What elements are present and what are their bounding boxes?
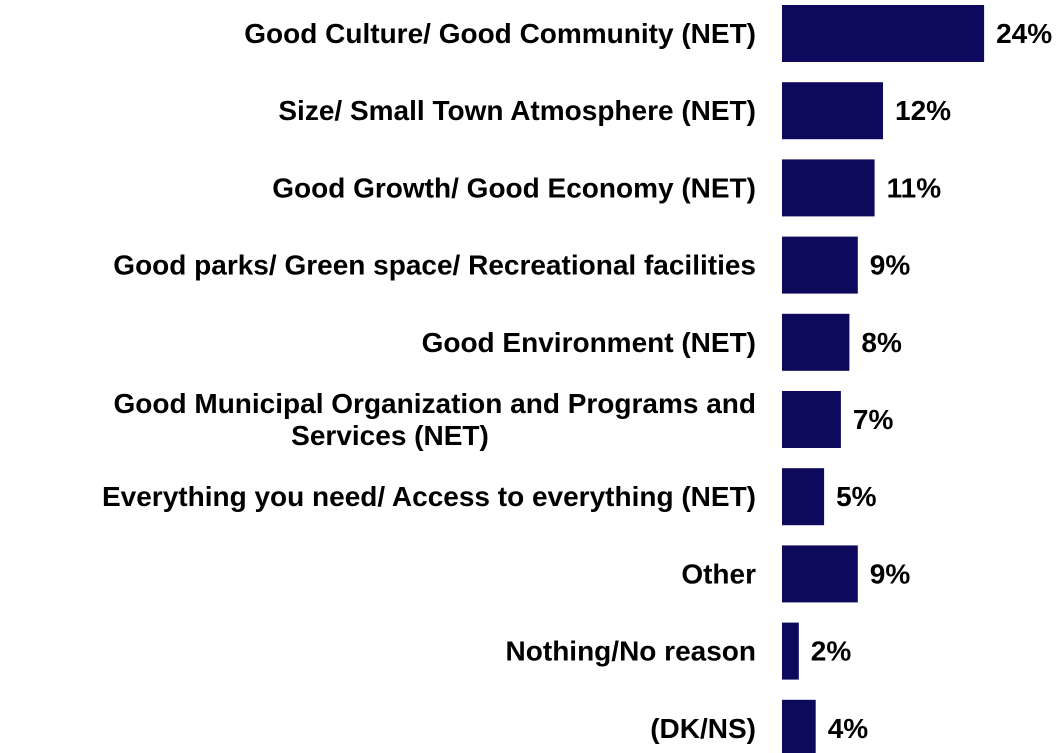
value-label: 9% [870,250,911,281]
value-label: 4% [828,713,869,744]
bar [782,468,825,526]
bar [782,545,858,603]
bar [782,159,875,217]
category-label: Nothing/No reason [506,636,756,667]
value-label: 9% [870,558,911,589]
bar [782,622,799,680]
value-label: 11% [887,172,942,203]
category-label: Size/ Small Town Atmosphere (NET) [278,95,756,126]
value-label: 2% [811,636,852,667]
value-label: 5% [836,481,877,512]
category-label: Good Municipal Organization and Programs… [114,388,757,451]
category-label: Everything you need/ Access to everythin… [102,481,756,512]
category-label-line: Good Municipal Organization and Programs… [114,388,757,419]
value-label: 12% [895,95,951,126]
category-labels: Good Culture/ Good Community (NET) Size/ … [102,18,756,744]
category-label: Good Culture/ Good Community (NET) [244,18,756,49]
category-label: (DK/NS) [650,713,756,744]
bar [782,699,816,753]
bar [782,5,985,62]
bars [782,5,985,753]
value-label: 24% [996,18,1052,49]
bar [782,82,883,140]
bar [782,391,841,448]
bar [782,236,858,294]
value-label: 7% [853,404,894,435]
category-label-line: Services (NET) [291,420,489,451]
category-label: Good Growth/ Good Economy (NET) [272,172,756,203]
value-label: 8% [861,327,902,358]
category-label: Good Environment (NET) [422,327,756,358]
category-label: Other [681,558,756,589]
category-label: Good parks/ Green space/ Recreational fa… [113,250,756,281]
value-labels: 24% 12% 11% 9% 8% 7% 5% 9% 2% 4% [811,18,1052,744]
bar [782,313,850,371]
